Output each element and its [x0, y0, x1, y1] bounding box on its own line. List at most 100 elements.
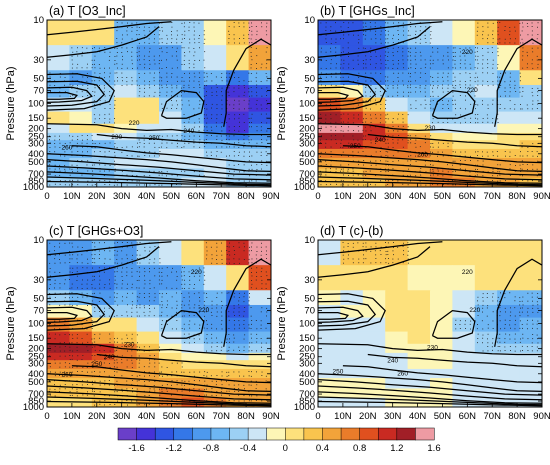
stipple-dot	[365, 118, 367, 119]
stipple-dot	[233, 104, 235, 106]
stipple-dot	[397, 139, 399, 141]
stipple-dot	[482, 307, 484, 309]
stipple-dot	[109, 67, 110, 69]
stipple-dot	[54, 80, 56, 82]
stipple-dot	[92, 139, 93, 141]
stipple-dot	[520, 104, 521, 105]
stipple-dot	[365, 104, 367, 106]
stipple-dot	[375, 242, 377, 244]
stipple-dot	[474, 114, 476, 116]
stipple-dot	[49, 390, 50, 392]
stipple-dot	[69, 267, 71, 269]
stipple-dot	[482, 350, 484, 352]
stipple-dot	[348, 142, 350, 144]
stipple-dot	[94, 275, 95, 277]
stipple-dot	[206, 135, 208, 136]
stipple-dot	[71, 55, 73, 57]
stipple-dot	[193, 22, 195, 24]
stipple-dot	[82, 96, 84, 97]
stipple-dot	[325, 51, 327, 53]
colorbar-label: -0.4	[240, 443, 256, 454]
stipple-dot	[447, 76, 449, 78]
stipple-dot	[256, 350, 257, 352]
stipple-dot	[176, 51, 177, 53]
stipple-dot	[81, 142, 83, 144]
stipple-dot	[375, 87, 377, 89]
stipple-dot	[330, 47, 331, 49]
stipple-dot	[531, 26, 533, 27]
stipple-dot	[148, 380, 150, 382]
stipple-dot	[161, 103, 163, 105]
stipple-dot	[347, 184, 349, 186]
fill-cell	[91, 84, 115, 99]
stipple-dot	[114, 341, 115, 343]
fill-cell	[452, 140, 476, 150]
contour-label: 240	[375, 137, 386, 144]
stipple-dot	[342, 47, 344, 49]
stipple-dot	[266, 155, 268, 156]
stipple-dot	[183, 275, 185, 277]
stipple-dot	[424, 59, 426, 61]
stipple-dot	[117, 242, 118, 243]
stipple-dot	[171, 104, 173, 106]
stipple-dot	[469, 175, 471, 176]
stipple-dot	[144, 26, 145, 28]
stipple-dot	[447, 171, 449, 173]
stipple-dot	[492, 84, 494, 86]
stipple-dot	[429, 59, 431, 61]
stipple-dot	[499, 87, 501, 88]
stipple-dot	[482, 311, 483, 313]
stipple-dot	[335, 139, 337, 140]
colorbar-label: -1.6	[128, 443, 144, 454]
stipple-dot	[161, 84, 163, 86]
stipple-dot	[432, 91, 434, 93]
stipple-dot	[159, 304, 161, 306]
stipple-dot	[352, 242, 354, 244]
stipple-dot	[532, 67, 534, 69]
stipple-dot	[321, 47, 322, 49]
stipple-dot	[104, 371, 105, 373]
fill-cell	[362, 360, 386, 370]
fill-cell	[385, 84, 409, 99]
stipple-dot	[203, 114, 205, 116]
stipple-dot	[206, 117, 208, 119]
stipple-dot	[116, 283, 118, 285]
stipple-dot	[452, 104, 454, 105]
stipple-dot	[384, 168, 386, 170]
stipple-dot	[487, 42, 489, 44]
stipple-dot	[452, 171, 454, 173]
stipple-dot	[415, 161, 417, 162]
stipple-dot	[91, 320, 93, 321]
stipple-dot	[87, 180, 89, 182]
stipple-dot	[50, 371, 51, 373]
stipple-dot	[243, 85, 245, 86]
stipple-dot	[116, 287, 118, 289]
stipple-dot	[154, 307, 155, 309]
panel-title: (d) T (c)-(b)	[320, 224, 383, 238]
stipple-dot	[243, 346, 245, 348]
stipple-dot	[166, 375, 168, 377]
stipple-dot	[409, 76, 411, 78]
stipple-dot	[81, 51, 83, 53]
stipple-dot	[321, 135, 322, 137]
fill-cell	[497, 97, 521, 113]
stipple-dot	[380, 262, 382, 264]
stipple-dot	[325, 76, 327, 78]
stipple-dot	[238, 346, 240, 348]
stipple-dot	[216, 114, 218, 116]
fill-cell	[226, 378, 250, 390]
stipple-dot	[497, 64, 499, 65]
stipple-dot	[183, 84, 185, 86]
stipple-dot	[171, 73, 173, 74]
stipple-dot	[543, 172, 544, 173]
stipple-dot	[474, 51, 476, 53]
stipple-dot	[410, 180, 411, 182]
stipple-dot	[442, 59, 444, 61]
stipple-dot	[226, 155, 227, 157]
stipple-dot	[198, 81, 200, 83]
stipple-dot	[492, 103, 494, 105]
stipple-dot	[248, 327, 250, 329]
stipple-dot	[154, 38, 155, 40]
stipple-dot	[139, 346, 140, 348]
stipple-dot	[251, 267, 252, 269]
